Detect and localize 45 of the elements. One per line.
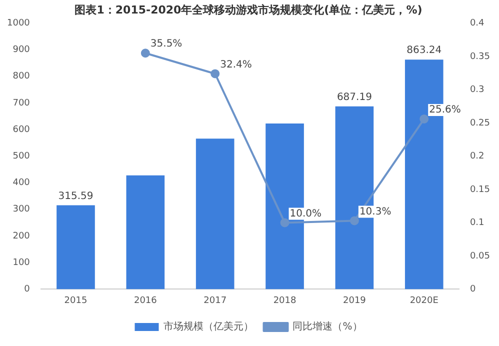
point <box>210 69 220 78</box>
bar <box>126 175 165 290</box>
data-label: 32.4% <box>220 59 252 70</box>
data-label: 25.6% <box>429 104 461 116</box>
y-tick-label: 400 <box>12 178 30 188</box>
point <box>350 216 359 226</box>
x-tick-label: 2018 <box>273 296 296 306</box>
bar <box>196 138 234 290</box>
y2-tick-label: 0.05 <box>470 251 490 262</box>
x-tick-label: 2016 <box>134 296 158 306</box>
y-tick-label: 900 <box>12 45 30 56</box>
x-tick-label: 2020E <box>410 296 439 306</box>
x-tick-label: 2015 <box>64 296 88 306</box>
y2-tick-label: 0.4 <box>470 18 485 29</box>
chart-title: 图表1：2015-2020年全球移动游戏市场规模变化(单位：亿美元，%) <box>74 3 422 16</box>
y-tick-label: 500 <box>12 152 30 162</box>
data-label: 10.3% <box>359 206 392 218</box>
point <box>280 218 290 228</box>
data-label: 315.59 <box>58 190 94 202</box>
y2-tick-label: 0.1 <box>470 218 484 228</box>
data-label: 10.0% <box>290 208 322 220</box>
y2-tick-label: 0.35 <box>470 52 490 62</box>
bar <box>56 205 95 290</box>
y2-tick-label: 0.2 <box>470 152 484 162</box>
data-label: 35.5% <box>150 38 182 50</box>
y-tick-label: 700 <box>12 98 30 108</box>
data-label: 863.24 <box>406 45 442 56</box>
y-tick-label: 200 <box>12 231 30 242</box>
x-tick-label: 2017 <box>204 296 227 306</box>
legend-label: 市场规模（亿美元） <box>164 320 254 333</box>
y-tick-label: 800 <box>12 72 30 82</box>
point <box>420 114 429 124</box>
data-label: 687.19 <box>336 92 372 103</box>
y2-tick-label: 0 <box>470 284 476 295</box>
y-tick-label: 100 <box>12 258 30 268</box>
x-tick-label: 2019 <box>342 296 366 306</box>
y-tick-label: 300 <box>12 204 30 215</box>
point <box>140 48 150 58</box>
legend-label: 同比增速（%） <box>292 320 362 333</box>
y2-tick-label: 0.3 <box>470 85 484 96</box>
y-tick-label: 0 <box>24 284 30 295</box>
y-tick-label: 600 <box>12 124 30 135</box>
y-tick-label: 1000 <box>7 18 30 29</box>
y2-tick-label: 0.15 <box>470 184 490 195</box>
y2-tick-label: 0.25 <box>470 118 490 128</box>
